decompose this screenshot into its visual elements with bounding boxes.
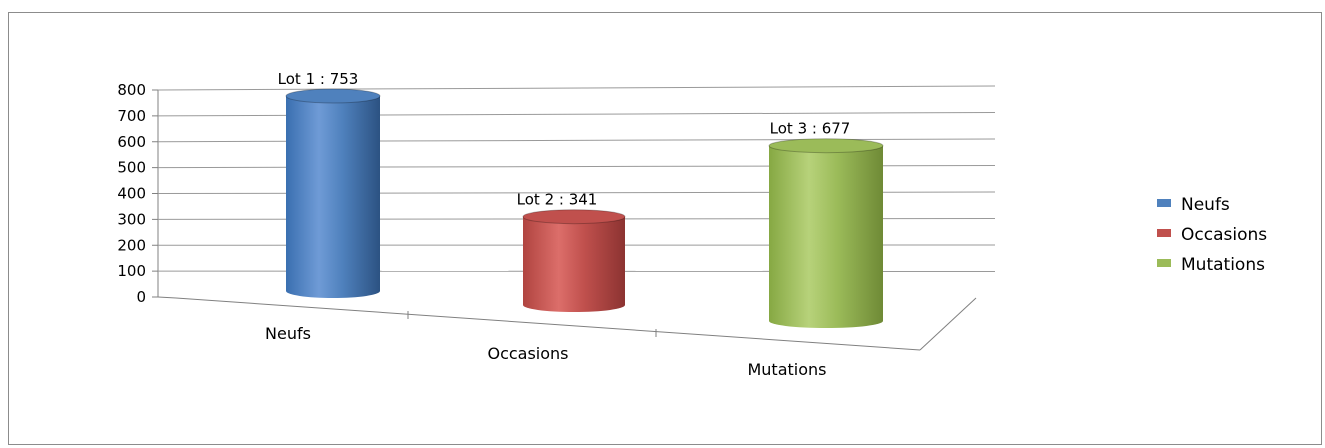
data-label: Lot 1 : 753 [278,70,359,88]
data-label: Lot 2 : 341 [517,191,598,209]
y-tick-label: 400 [117,185,146,203]
y-tick-label: 600 [117,133,146,151]
bar-body [769,145,883,328]
y-tick-label: 500 [117,159,146,177]
bar-body [523,216,625,312]
legend-swatch [1157,199,1171,207]
y-tick-label: 800 [117,81,146,99]
legend-label: Neufs [1181,195,1230,215]
gridline [157,85,996,91]
bar-body [286,96,380,298]
bars: Lot 1 : 753 Lot 2 : 341 Lot 3 : 677 [278,70,884,328]
bar-mutations [768,138,884,328]
x-axis-line [175,297,921,351]
y-tick-labels: 0 100 200 300 400 500 600 700 800 [117,81,158,306]
y-tick-label: 100 [117,262,146,280]
floor-left-edge [157,296,177,299]
bar-top [285,88,381,104]
category-labels: Neufs Occasions Mutations [265,311,827,379]
bar-occasions [522,209,626,312]
legend-swatch [1157,259,1171,267]
category-label: Occasions [487,344,568,363]
y-tick-label: 0 [136,288,146,306]
legend-label: Occasions [1181,225,1267,245]
category-label: Neufs [265,324,311,343]
y-tick-label: 200 [117,236,146,254]
bar-top [768,138,884,154]
category-label: Mutations [747,360,826,379]
floor-edge-line [919,297,977,351]
legend-swatch [1157,229,1171,237]
chart-frame [8,12,1322,445]
data-label: Lot 3 : 677 [770,120,851,138]
bar-top [522,209,626,225]
bar-neufs [285,88,381,298]
legend-label: Mutations [1181,255,1265,275]
gridline [157,112,996,117]
legend: Neufs Occasions Mutations [1157,195,1267,275]
y-tick-label: 700 [117,107,146,125]
y-tick-label: 300 [117,210,146,228]
